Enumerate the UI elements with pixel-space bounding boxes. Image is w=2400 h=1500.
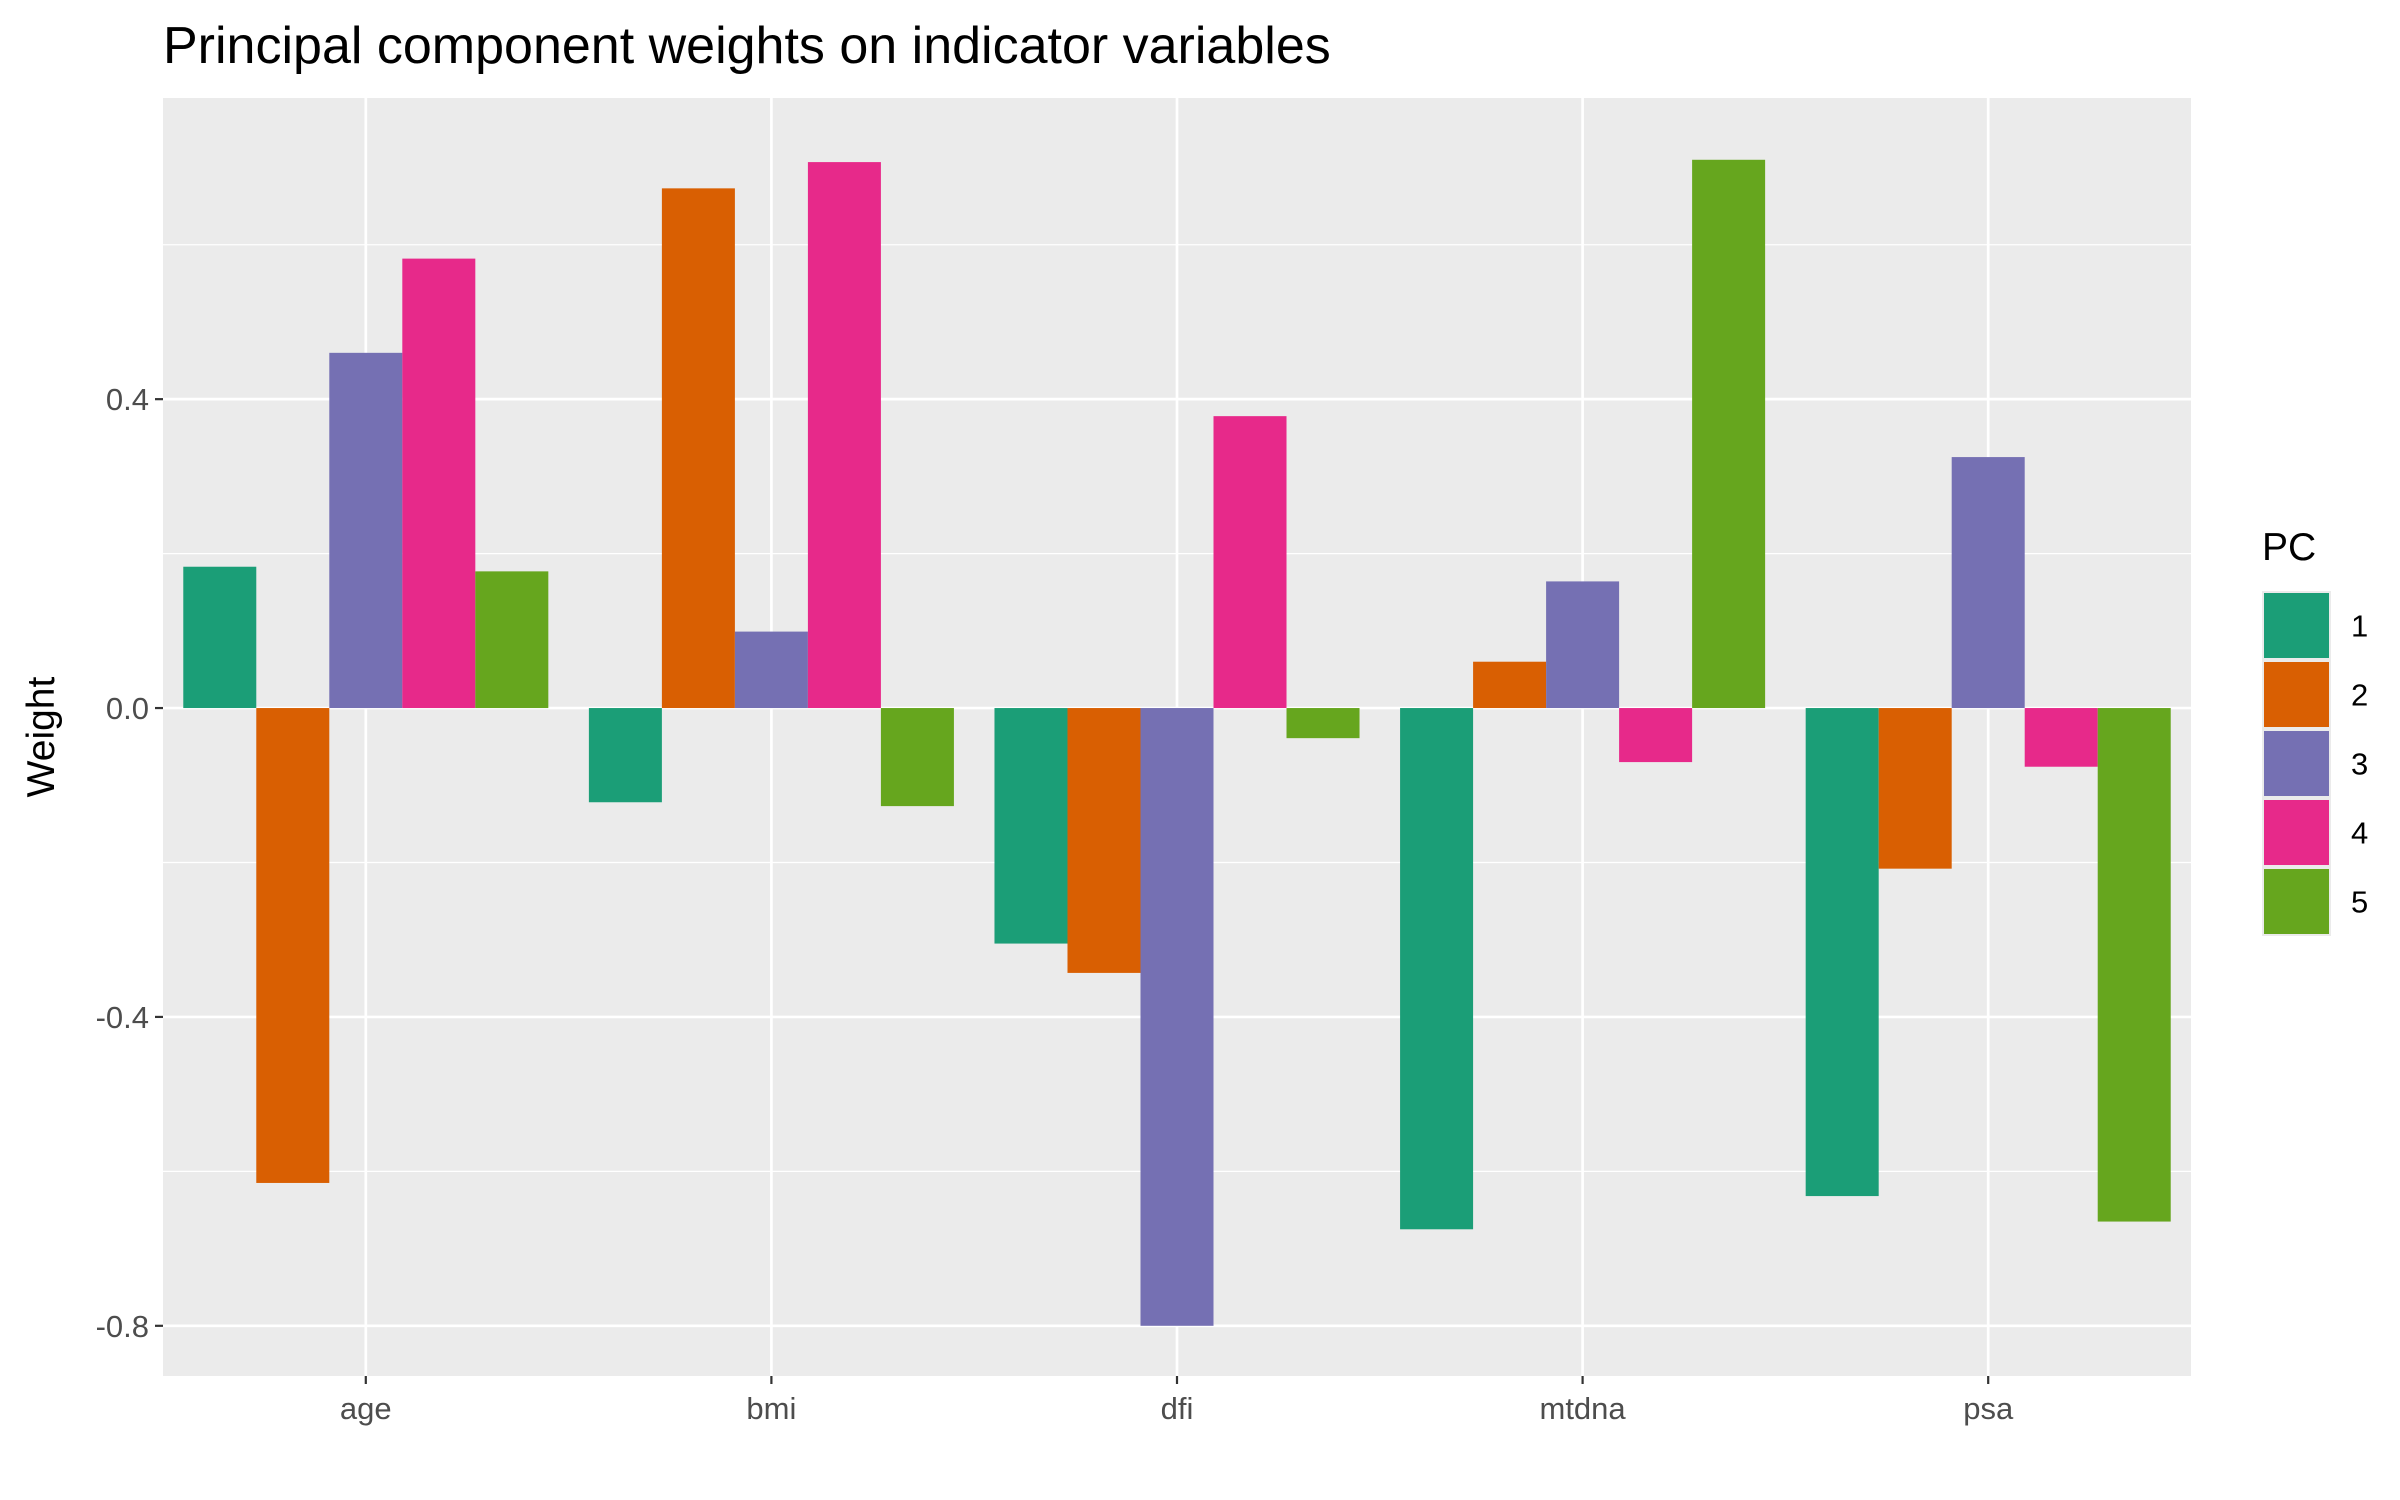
legend-title: PC <box>2262 526 2316 569</box>
bar-dfi-pc4 <box>1213 416 1287 709</box>
bar-mtdna-pc4 <box>1619 708 1693 763</box>
y-tick-label: 0.0 <box>106 691 149 726</box>
legend-label: 4 <box>2351 816 2368 851</box>
legend-label: 3 <box>2351 747 2368 782</box>
legend-swatch-pc2 <box>2264 662 2329 727</box>
x-axis-ticks: age bmi dfi mtdna psa <box>340 1376 2014 1426</box>
legend-swatch-pc1 <box>2264 593 2329 658</box>
bar-age-pc4 <box>402 258 476 709</box>
legend-label: 1 <box>2351 609 2368 644</box>
x-tick-label: mtdna <box>1540 1391 1627 1426</box>
bar-age-pc1 <box>183 566 257 709</box>
bar-mtdna-pc5 <box>1692 159 1766 709</box>
x-tick-label: dfi <box>1161 1391 1194 1426</box>
chart-title: Principal component weights on indicator… <box>163 17 1331 75</box>
bar-psa-pc1 <box>1805 708 1879 1197</box>
bar-age-pc5 <box>475 571 549 709</box>
bar-mtdna-pc2 <box>1473 661 1547 709</box>
x-tick-label: bmi <box>746 1391 796 1426</box>
legend-swatch-pc5 <box>2264 869 2329 934</box>
bar-bmi-pc1 <box>588 708 662 803</box>
legend-label: 5 <box>2351 885 2368 920</box>
bar-psa-pc3 <box>1951 457 2025 709</box>
bar-mtdna-pc1 <box>1400 708 1474 1230</box>
bar-dfi-pc1 <box>994 708 1068 944</box>
bar-dfi-pc2 <box>1067 708 1141 973</box>
y-tick-label: 0.4 <box>106 382 149 417</box>
bar-psa-pc5 <box>2097 708 2171 1222</box>
bar-dfi-pc3 <box>1140 708 1214 1326</box>
legend-swatch-pc3 <box>2264 731 2329 796</box>
bar-bmi-pc2 <box>661 188 735 709</box>
bar-psa-pc4 <box>2024 708 2098 767</box>
legend-swatch-pc4 <box>2264 800 2329 865</box>
x-tick-label: age <box>340 1391 392 1426</box>
y-tick-label: -0.4 <box>96 1000 149 1035</box>
bar-bmi-pc5 <box>880 708 954 807</box>
bar-age-pc2 <box>256 708 330 1183</box>
bar-age-pc3 <box>329 352 403 709</box>
bar-bmi-pc3 <box>734 631 808 709</box>
bar-bmi-pc4 <box>807 162 881 709</box>
y-axis-title: Weight <box>20 677 63 798</box>
bar-psa-pc2 <box>1878 708 1952 869</box>
legend: PC 1 2 3 4 5 <box>2262 526 2368 936</box>
bar-mtdna-pc3 <box>1546 581 1620 709</box>
x-tick-label: psa <box>1963 1391 2014 1426</box>
y-tick-label: -0.8 <box>96 1309 149 1344</box>
bars <box>183 159 2171 1326</box>
bar-dfi-pc5 <box>1286 708 1360 739</box>
y-axis-ticks: 0.4 0.0 -0.4 -0.8 <box>96 382 163 1344</box>
legend-label: 2 <box>2351 678 2368 713</box>
